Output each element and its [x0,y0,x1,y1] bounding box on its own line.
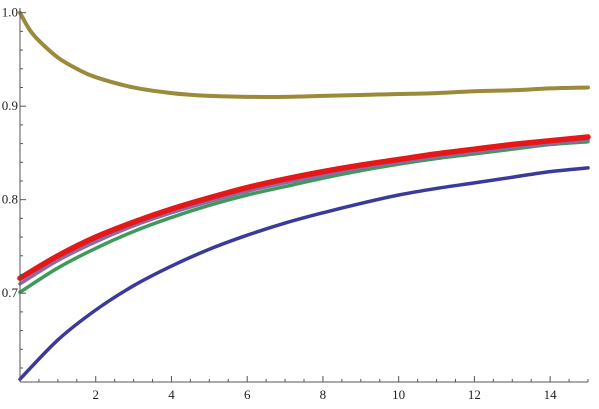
y-tick-label: 1.0 [2,5,18,20]
x-tick-label: 2 [92,387,99,402]
series-line [18,166,590,381]
x-tick-label: 14 [544,387,558,402]
x-tick-label: 8 [320,387,327,402]
y-tick-label: 0.7 [2,285,19,300]
series-line [18,139,590,294]
series-line [18,10,590,99]
y-tick-label: 0.9 [2,98,18,113]
x-tick-label: 12 [468,387,481,402]
ticks-layer [20,12,589,382]
x-tick-label: 4 [168,387,175,402]
y-tick-label: 0.8 [2,192,18,207]
series-layer [17,10,591,381]
series-line [17,134,591,281]
tick-labels-layer: 2 4 6 8 10 12 14 0.7 0.8 0.9 1.0 [2,5,557,402]
x-tick-label: 6 [244,387,251,402]
axes-layer [19,8,588,383]
series-line [18,138,590,286]
x-tick-label: 10 [392,387,405,402]
